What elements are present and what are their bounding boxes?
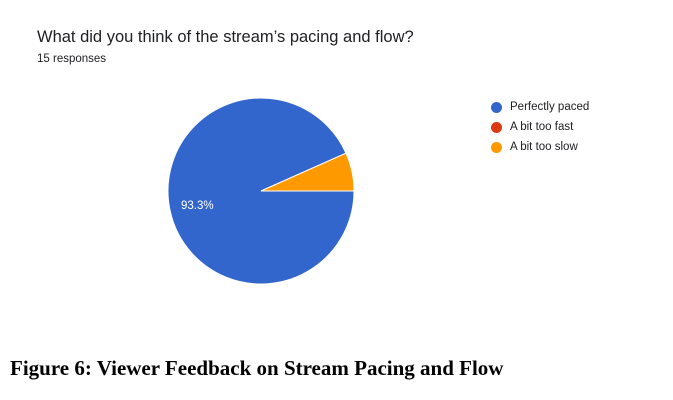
chart-legend: Perfectly paced A bit too fast A bit too s… <box>491 97 589 157</box>
response-count: 15 responses <box>37 53 107 65</box>
figure-caption: Figure 6: Viewer Feedback on Stream Paci… <box>10 356 504 380</box>
legend-label: Perfectly paced <box>510 101 590 113</box>
pie-slice-a-bit-too-slow[interactable] <box>260 152 355 192</box>
legend-item-a-bit-too-slow: A bit too slow <box>491 137 589 157</box>
legend-swatch <box>491 141 502 153</box>
legend-label: A bit too fast <box>510 121 574 133</box>
legend-swatch <box>491 121 502 133</box>
pie-slice-percent-label: 93.3% <box>181 200 214 212</box>
pie-chart: 93.3% <box>167 97 355 285</box>
legend-item-a-bit-too-fast: A bit too fast <box>491 117 589 137</box>
legend-label: A bit too slow <box>510 141 578 153</box>
legend-item-perfectly-paced: Perfectly paced <box>491 97 589 117</box>
legend-swatch <box>491 101 502 113</box>
question-title: What did you think of the stream’s pacin… <box>37 28 414 46</box>
